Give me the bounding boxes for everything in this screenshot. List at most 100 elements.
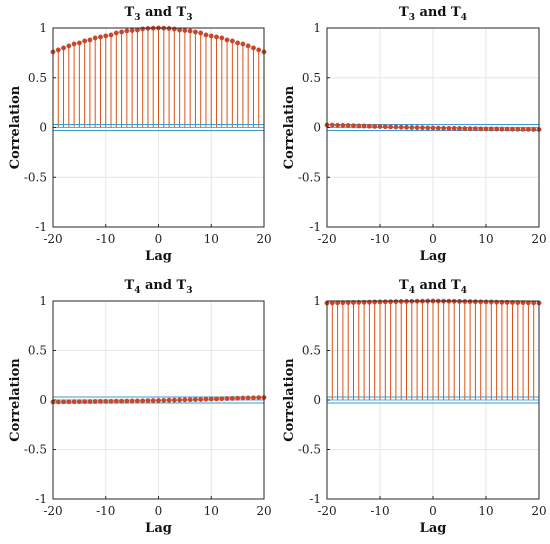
stem-marker — [208, 396, 214, 402]
y-tick-label: 0 — [313, 121, 321, 135]
title-subscript: 3 — [134, 13, 140, 23]
chart-title: T3 and T3 — [125, 5, 193, 23]
x-tick-label: 0 — [429, 232, 437, 246]
x-tick-label: 10 — [204, 504, 219, 518]
chart-panel-2: -20 -10 0 10 20 -1 -0.5 0 0.5 1 Lag Correlation T3 a… — [282, 5, 547, 264]
stem-marker — [140, 26, 146, 32]
stem-marker — [203, 396, 209, 402]
stem-marker — [61, 45, 66, 51]
stem-marker — [229, 38, 235, 44]
stem-marker — [494, 126, 500, 132]
stem-marker — [393, 124, 399, 130]
title-main: T — [125, 5, 135, 20]
title-subscript: 4 — [461, 286, 467, 296]
stem-marker — [382, 299, 388, 305]
y-tick-label: 0.5 — [28, 71, 47, 85]
title-subscript: 3 — [186, 13, 192, 23]
stem-marker — [245, 43, 251, 49]
x-tick-label: -10 — [370, 504, 389, 518]
y-tick-label: 1 — [313, 294, 321, 308]
x-tick-label: -10 — [370, 232, 389, 246]
stem-marker — [388, 124, 394, 130]
stem-marker — [462, 126, 468, 132]
title-subscript: 4 — [409, 286, 415, 296]
stem-marker — [414, 125, 420, 131]
stem-marker — [82, 399, 88, 405]
title-mid: and T — [415, 5, 461, 20]
stem-marker — [192, 29, 198, 35]
stem-marker — [478, 126, 484, 132]
stem-marker — [404, 124, 409, 130]
stem-marker — [235, 395, 241, 401]
stem-marker — [92, 399, 98, 404]
stem-marker — [66, 399, 72, 405]
stem-marker — [198, 396, 204, 402]
stem-marker — [351, 123, 356, 129]
stem-marker — [256, 47, 262, 53]
x-tick-label: -20 — [43, 504, 62, 518]
x-tick-label: 10 — [478, 232, 493, 246]
stem-marker — [203, 32, 209, 38]
stem-marker — [388, 299, 394, 305]
stem-marker — [61, 399, 66, 405]
stem-marker — [525, 126, 531, 132]
stem-marker — [488, 299, 494, 305]
stem-marker — [108, 398, 114, 404]
y-tick-label: -1 — [309, 492, 321, 506]
y-tick-label: 1 — [39, 21, 47, 35]
stem-marker — [520, 300, 526, 306]
stem-marker — [251, 395, 256, 401]
y-tick-label: -0.5 — [298, 170, 321, 184]
stem-marker — [398, 124, 404, 130]
stem-marker — [129, 398, 135, 404]
x-tick-label: 20 — [256, 232, 271, 246]
stem-marker — [472, 126, 478, 132]
stem-marker — [446, 125, 452, 131]
y-axis-label: Correlation — [8, 85, 23, 169]
y-tick-label: -0.5 — [298, 443, 321, 457]
stem-marker — [192, 397, 198, 402]
y-tick-label: -1 — [35, 220, 47, 234]
x-tick-label: 0 — [155, 232, 163, 246]
title-mid: and T — [415, 278, 461, 293]
title-main: T — [125, 278, 135, 293]
stem-marker — [187, 397, 193, 403]
stem-marker — [483, 299, 489, 305]
title-subscript: 3 — [186, 286, 192, 296]
y-tick-label: 0.5 — [28, 344, 47, 358]
x-tick-label: 10 — [204, 232, 219, 246]
stem-marker — [76, 40, 82, 46]
stem-marker — [113, 398, 119, 404]
chart-title: T4 and T3 — [125, 278, 193, 296]
y-tick-label: 0.5 — [302, 71, 321, 85]
y-axis-label: Correlation — [282, 85, 297, 169]
stem-marker — [531, 126, 537, 132]
stem-marker — [140, 398, 146, 404]
y-tick-label: -1 — [35, 492, 47, 506]
stem-marker — [124, 398, 130, 404]
stem-marker — [361, 123, 367, 129]
stem-marker — [98, 34, 103, 40]
stem-marker — [171, 397, 177, 403]
stem-marker — [71, 399, 77, 405]
stem-marker — [515, 126, 521, 132]
stem-marker — [366, 123, 372, 129]
stem-marker — [520, 126, 526, 132]
stem-marker — [435, 125, 441, 131]
x-tick-label: 0 — [429, 504, 437, 518]
stem-marker — [504, 126, 510, 132]
stem-marker — [457, 126, 462, 131]
stem-marker — [499, 126, 505, 132]
y-axis-label: Correlation — [8, 358, 23, 442]
y-tick-label: -0.5 — [24, 443, 47, 457]
stem-marker — [214, 34, 219, 40]
stem-marker — [87, 37, 93, 43]
stem-marker — [156, 398, 161, 403]
stem-marker — [483, 126, 489, 132]
x-tick-label: -10 — [96, 504, 115, 518]
stem-marker — [377, 124, 383, 129]
stem-marker — [510, 126, 515, 132]
stem-marker — [377, 299, 383, 305]
